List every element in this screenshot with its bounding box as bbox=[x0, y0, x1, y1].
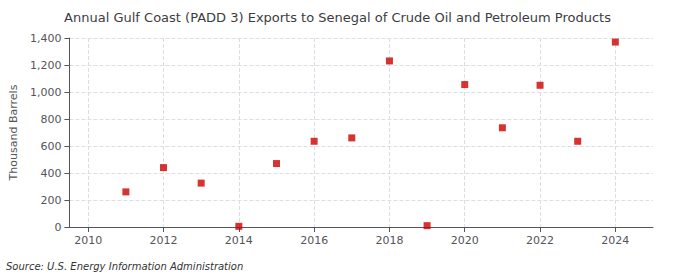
svg-text:2022: 2022 bbox=[526, 234, 554, 247]
svg-text:2014: 2014 bbox=[225, 234, 253, 247]
svg-text:Annual Gulf Coast (PADD 3) Exp: Annual Gulf Coast (PADD 3) Exports to Se… bbox=[64, 10, 611, 25]
svg-text:2018: 2018 bbox=[375, 234, 403, 247]
svg-text:0: 0 bbox=[54, 221, 61, 234]
svg-text:600: 600 bbox=[40, 140, 61, 153]
svg-text:2010: 2010 bbox=[74, 234, 102, 247]
svg-text:Thousand Barrels: Thousand Barrels bbox=[7, 84, 20, 181]
svg-text:2020: 2020 bbox=[451, 234, 479, 247]
svg-text:200: 200 bbox=[40, 194, 61, 207]
svg-text:Source: U.S. Energy Informatio: Source: U.S. Energy Information Administ… bbox=[6, 261, 243, 272]
svg-text:800: 800 bbox=[40, 113, 61, 126]
svg-text:2012: 2012 bbox=[150, 234, 178, 247]
svg-text:2024: 2024 bbox=[601, 234, 629, 247]
svg-text:1,400: 1,400 bbox=[30, 32, 62, 45]
svg-text:1,200: 1,200 bbox=[30, 59, 62, 72]
svg-text:2016: 2016 bbox=[300, 234, 328, 247]
svg-text:1,000: 1,000 bbox=[30, 86, 62, 99]
svg-text:400: 400 bbox=[40, 167, 61, 180]
